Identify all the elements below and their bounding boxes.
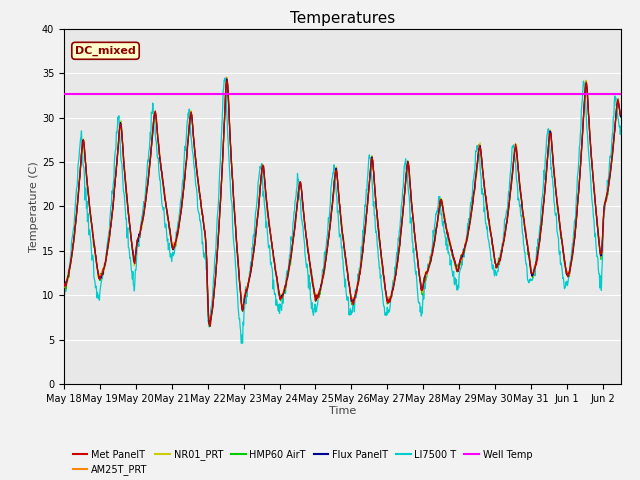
Line: AM25T_PRT: AM25T_PRT: [64, 77, 621, 323]
X-axis label: Time: Time: [329, 407, 356, 417]
Line: LI7500 T: LI7500 T: [64, 78, 621, 344]
Text: DC_mixed: DC_mixed: [75, 46, 136, 56]
Legend: Met PanelT, AM25T_PRT, NR01_PRT, HMP60 AirT, Flux PanelT, LI7500 T, Well Temp: Met PanelT, AM25T_PRT, NR01_PRT, HMP60 A…: [69, 446, 536, 479]
Line: Flux PanelT: Flux PanelT: [64, 79, 621, 324]
Line: Met PanelT: Met PanelT: [64, 80, 621, 326]
Line: NR01_PRT: NR01_PRT: [64, 79, 621, 324]
Title: Temperatures: Temperatures: [290, 11, 395, 26]
Y-axis label: Temperature (C): Temperature (C): [29, 161, 39, 252]
Line: HMP60 AirT: HMP60 AirT: [64, 80, 621, 326]
